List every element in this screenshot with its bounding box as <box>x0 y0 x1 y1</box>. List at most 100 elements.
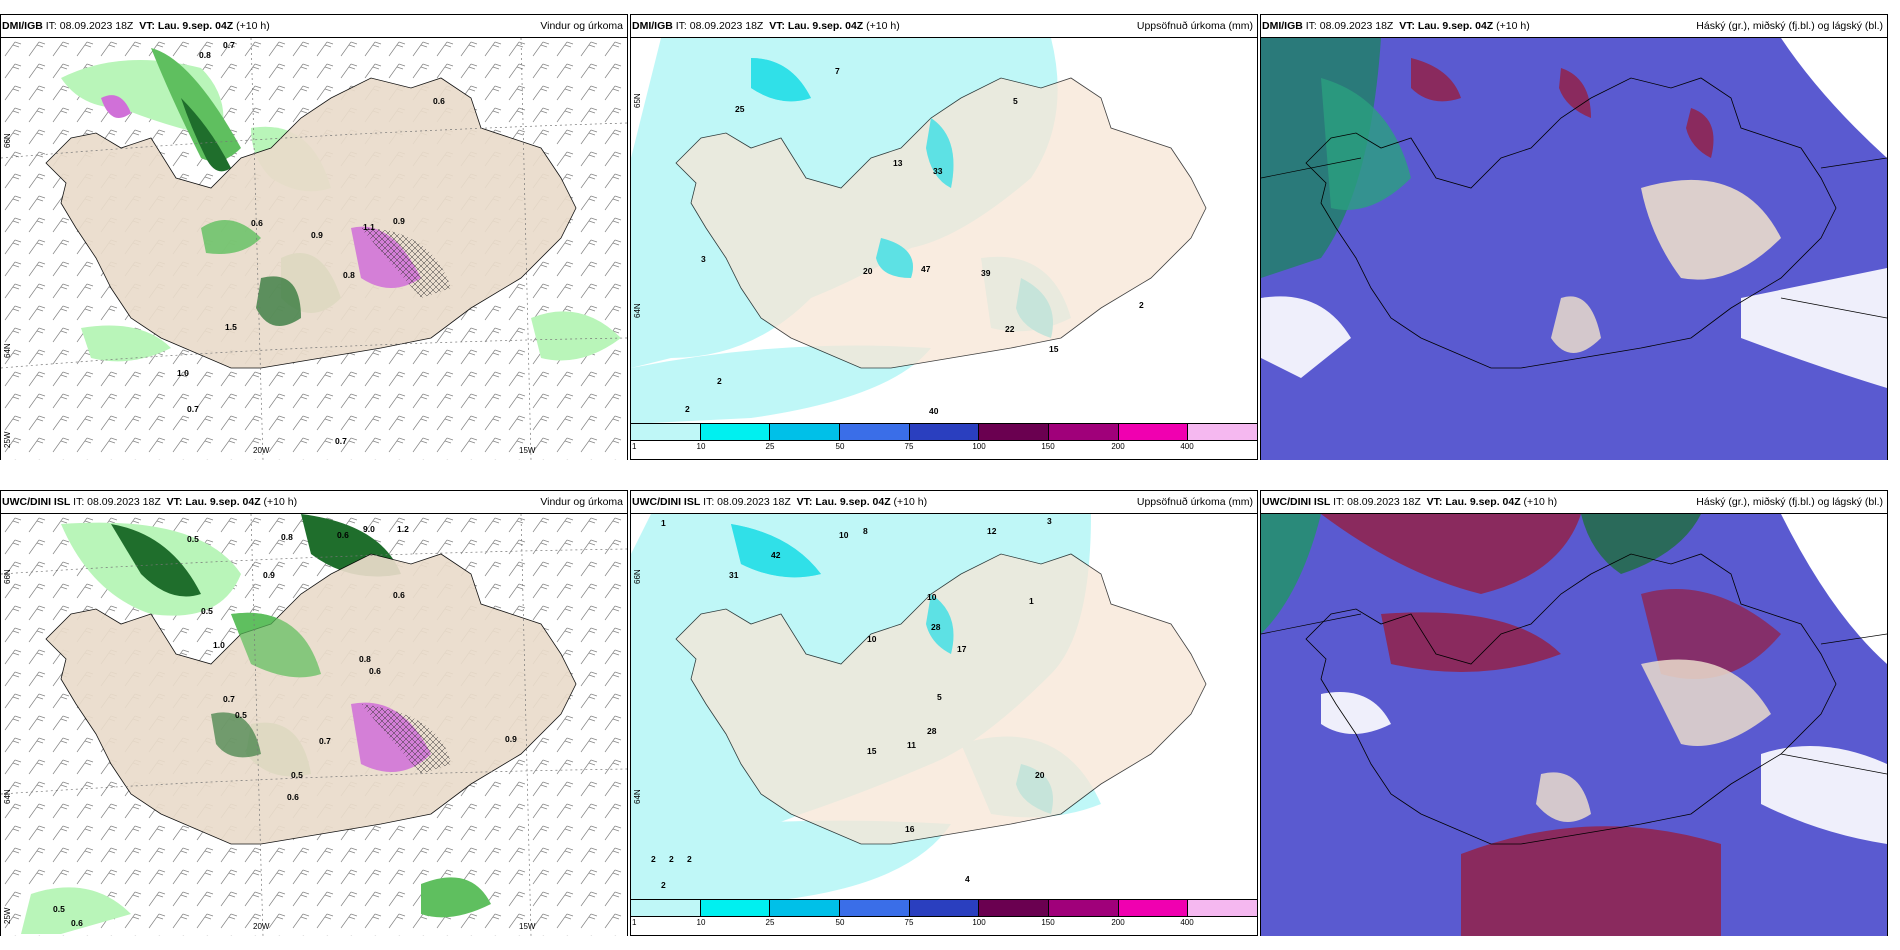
map-area[interactable]: 66N 64N 25W 20W 15W 0.8 0.7 0.6 0.6 0.9 … <box>1 37 627 460</box>
map-area[interactable]: 65N 64N 25 7 5 13 33 3 20 47 39 22 2 2 2… <box>631 37 1257 460</box>
map-area[interactable]: 66N 64N 1 10 8 12 3 31 42 10 28 17 1 10 … <box>631 513 1257 936</box>
colorbar-tick: 10 <box>696 442 706 451</box>
colorbar-segment <box>1049 900 1119 916</box>
init-time: IT: 08.09.2023 18Z <box>675 20 764 32</box>
panel-title: Uppsöfnuð úrkoma (mm) <box>1136 496 1253 508</box>
value-label: 5 <box>937 692 942 702</box>
value-label: 1.5 <box>225 322 237 332</box>
lead-time: (+10 h) <box>893 496 928 508</box>
panel-header: UWC/DINI ISL IT: 08.09.2023 18Z VT: Lau.… <box>632 492 1253 512</box>
panel-header: UWC/DINI ISL IT: 08.09.2023 18Z VT: Lau.… <box>2 492 623 512</box>
init-time: IT: 08.09.2023 18Z <box>73 496 161 508</box>
value-label: 1 <box>1029 596 1034 606</box>
colorbar-ticks: 1 10 25 50 75 100 150 200 400 <box>631 441 1257 455</box>
value-label: 33 <box>933 166 943 176</box>
panel-dmi-accum: DMI/IGB IT: 08.09.2023 18Z VT: Lau. 9.se… <box>630 14 1258 460</box>
value-label: 3 <box>701 254 706 264</box>
value-label: 3 <box>1047 516 1052 526</box>
colorbar-segment <box>631 424 701 440</box>
colorbar-tick: 75 <box>904 918 914 927</box>
lat-label: 66N <box>3 569 12 584</box>
colorbar-tick: 400 <box>1180 918 1194 927</box>
colorbar-tick: 100 <box>972 442 986 451</box>
value-label: 0.5 <box>235 710 247 720</box>
value-label: 2 <box>651 854 656 864</box>
map-area[interactable]: 66N 64N 25W 20W 15W 0.5 0.8 0.6 9.0 1.2 … <box>1 513 627 936</box>
value-label: 0.9 <box>263 570 275 580</box>
value-label: 9.0 <box>363 524 375 534</box>
init-time: IT: 08.09.2023 18Z <box>703 496 791 508</box>
panel-title: Háský (gr.), miðský (fj.bl.) og lágský (… <box>1696 496 1883 508</box>
value-label: 16 <box>905 824 915 834</box>
value-label: 0.8 <box>343 270 355 280</box>
lead-time: (+10 h) <box>866 20 900 32</box>
value-label: 39 <box>981 268 991 278</box>
lat-label: 25W <box>3 431 12 448</box>
panel-uwc-accum: UWC/DINI ISL IT: 08.09.2023 18Z VT: Lau.… <box>630 490 1258 936</box>
valid-time: VT: Lau. 9.sep. 04Z <box>1399 20 1494 32</box>
value-label: 2 <box>717 376 722 386</box>
model-name: UWC/DINI ISL <box>2 496 71 508</box>
value-label: 0.9 <box>505 734 517 744</box>
map-area[interactable] <box>1261 513 1887 936</box>
lon-label: 15W <box>519 446 536 455</box>
value-label: 0.9 <box>311 230 323 240</box>
value-label: 1.1 <box>363 222 375 232</box>
panel-dmi-wind: DMI/IGB IT: 08.09.2023 18Z VT: Lau. 9.se… <box>0 14 628 460</box>
map-svg <box>631 38 1257 424</box>
panel-title: Vindur og úrkoma <box>540 496 623 508</box>
colorbar-segment <box>1188 900 1258 916</box>
value-label: 0.8 <box>359 654 371 664</box>
value-label: 0.6 <box>369 666 381 676</box>
value-label: 17 <box>957 644 967 654</box>
colorbar-tick: 100 <box>972 918 986 927</box>
lat-label: 66N <box>633 569 642 584</box>
colorbar-segment <box>770 900 841 916</box>
value-label: 0.5 <box>187 534 199 544</box>
value-label: 12 <box>987 526 997 536</box>
colorbar-segment <box>979 900 1050 916</box>
lat-label: 25W <box>3 907 12 924</box>
value-label: 0.6 <box>393 590 405 600</box>
value-label: 20 <box>863 266 873 276</box>
valid-time: VT: Lau. 9.sep. 04Z <box>139 20 234 32</box>
valid-time: VT: Lau. 9.sep. 04Z <box>166 496 261 508</box>
model-name: UWC/DINI ISL <box>1262 496 1331 508</box>
panel-title: Vindur og úrkoma <box>540 20 623 32</box>
value-label: 2 <box>661 880 666 890</box>
colorbar-tick: 10 <box>696 918 706 927</box>
value-label: 7 <box>835 66 840 76</box>
colorbar <box>631 423 1258 441</box>
lead-time: (+10 h) <box>263 496 298 508</box>
value-label: 0.6 <box>433 96 445 106</box>
value-label: 0.5 <box>53 904 65 914</box>
colorbar-tick: 25 <box>765 918 775 927</box>
lead-time: (+10 h) <box>1523 496 1558 508</box>
panel-header: UWC/DINI ISL IT: 08.09.2023 18Z VT: Lau.… <box>1262 492 1883 512</box>
colorbar-ticks: 1 10 25 50 75 100 150 200 400 <box>631 917 1257 931</box>
value-label: 15 <box>1049 344 1059 354</box>
panel-title: Háský (gr.), miðský (fj.bl.) og lágský (… <box>1696 20 1883 32</box>
value-label: 0.7 <box>187 404 199 414</box>
value-label: 10 <box>927 592 937 602</box>
colorbar-segment <box>1188 424 1258 440</box>
init-time: IT: 08.09.2023 18Z <box>1333 496 1421 508</box>
map-area[interactable] <box>1261 37 1887 460</box>
value-label: 0.7 <box>335 436 347 446</box>
lat-label: 64N <box>3 789 12 804</box>
lead-time: (+10 h) <box>236 20 270 32</box>
colorbar-segment <box>1118 424 1189 440</box>
colorbar-segment <box>840 900 910 916</box>
colorbar-segment <box>840 424 910 440</box>
value-label: 13 <box>893 158 903 168</box>
valid-time: VT: Lau. 9.sep. 04Z <box>1426 496 1521 508</box>
value-label: 2 <box>687 854 692 864</box>
map-svg <box>1 514 627 936</box>
value-label: 42 <box>771 550 781 560</box>
value-label: 5 <box>1013 96 1018 106</box>
lon-label: 20W <box>253 446 270 455</box>
colorbar-segment <box>631 900 701 916</box>
value-label: 0.7 <box>223 694 235 704</box>
colorbar-tick: 400 <box>1180 442 1194 451</box>
map-svg <box>1261 514 1887 936</box>
